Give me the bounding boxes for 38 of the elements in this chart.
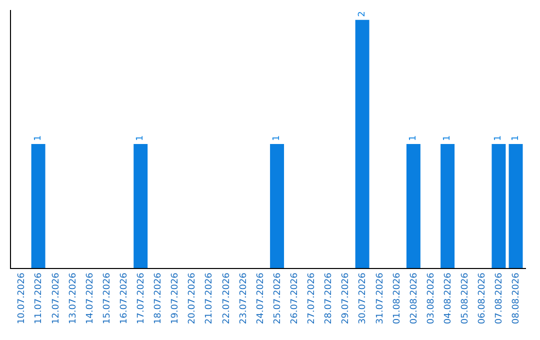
x-tick-label: 01.08.2026 — [392, 272, 402, 324]
x-tick-label: 27.07.2026 — [307, 272, 318, 324]
data-label: 1 — [442, 135, 453, 141]
data-label: 1 — [408, 135, 418, 141]
x-tick-label: 18.07.2026 — [154, 272, 164, 324]
x-tick-label: 02.08.2026 — [409, 272, 420, 324]
x-tick-label: 21.07.2026 — [204, 272, 215, 324]
data-label: 1 — [136, 135, 146, 141]
x-tick-label: 19.07.2026 — [170, 272, 181, 324]
x-tick-label: 23.07.2026 — [238, 272, 249, 324]
x-tick-label: 03.08.2026 — [426, 272, 436, 324]
x-tick-label: 08.08.2026 — [512, 272, 522, 324]
x-tick-label: 22.07.2026 — [222, 272, 232, 324]
data-label: 1 — [272, 135, 282, 141]
x-tick-label: 25.07.2026 — [272, 272, 283, 324]
x-tick-label: 17.07.2026 — [136, 272, 147, 324]
x-tick-label: 05.08.2026 — [460, 272, 471, 324]
x-tick-label: 07.08.2026 — [494, 272, 505, 324]
x-tick-label: 15.07.2026 — [102, 272, 112, 324]
x-tick-label: 14.07.2026 — [85, 272, 96, 324]
data-label: 1 — [494, 135, 504, 141]
x-tick-label: 31.07.2026 — [375, 272, 386, 324]
x-tick-label: 16.07.2026 — [119, 272, 130, 324]
data-label: 2 — [357, 11, 368, 17]
x-tick-label: 12.07.2026 — [51, 272, 62, 324]
x-tick-label: 04.08.2026 — [443, 272, 454, 324]
x-tick-label: 29.07.2026 — [341, 272, 352, 324]
data-label: 1 — [510, 135, 521, 141]
x-tick-label: 28.07.2026 — [324, 272, 334, 324]
x-tick-label: 26.07.2026 — [290, 272, 300, 324]
x-tick-label: 20.07.2026 — [188, 272, 198, 324]
data-label: 1 — [33, 135, 44, 141]
x-tick-label: 10.07.2026 — [17, 272, 28, 324]
x-tick-label: 06.08.2026 — [478, 272, 488, 324]
x-tick-label: 30.07.2026 — [358, 272, 368, 324]
x-tick-label: 11.07.2026 — [34, 272, 44, 324]
x-tick-label: 13.07.2026 — [68, 272, 78, 324]
x-tick-label: 24.07.2026 — [256, 272, 266, 324]
